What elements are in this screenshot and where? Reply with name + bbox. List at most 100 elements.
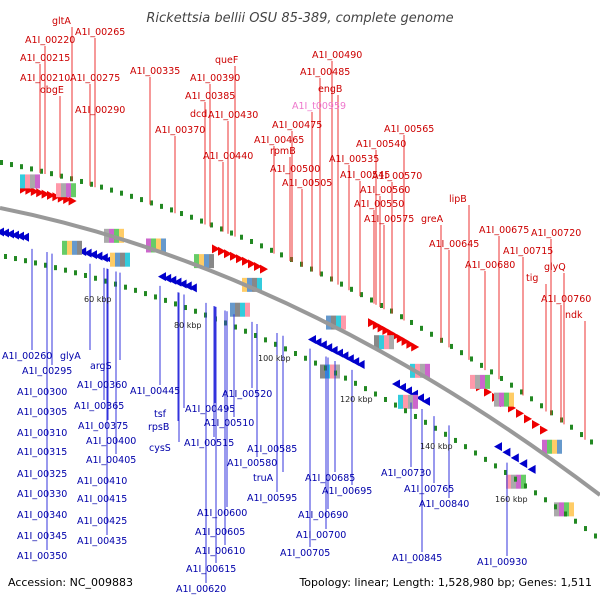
feature-box [506, 474, 511, 489]
tick-mark [434, 425, 437, 431]
gene-label: A1I_00340 [17, 510, 67, 521]
gene-label: cysS [149, 443, 171, 454]
gene-label: A1I_00700 [296, 530, 346, 541]
gene-label: A1I_00310 [17, 428, 67, 439]
tick-mark [90, 181, 93, 187]
tick-mark [450, 343, 453, 349]
gene-label: A1I_00730 [381, 468, 431, 479]
reverse-gene-arrow [329, 345, 338, 355]
gene-label: A1I_00215 [20, 53, 70, 64]
tick-mark [590, 439, 593, 445]
feature-box [257, 277, 262, 292]
tick-mark [340, 281, 343, 287]
reverse-gene-arrow [340, 351, 349, 361]
feature-box [235, 302, 240, 317]
feature-box [559, 502, 564, 517]
gene-label: A1I_00515 [184, 438, 234, 449]
tick-mark [370, 297, 373, 303]
reverse-gene-arrow [313, 337, 322, 347]
gene-label: A1I_00595 [247, 493, 297, 504]
tick-mark [374, 391, 377, 397]
tick-mark [200, 218, 203, 224]
feature-box [403, 394, 408, 409]
reverse-gene-arrow [527, 464, 536, 474]
gene-label: A1I_00760 [541, 294, 591, 305]
tick-mark [530, 396, 533, 402]
feature-box [125, 252, 130, 267]
feature-box [30, 174, 35, 189]
feature-box [204, 254, 209, 269]
tick-mark [414, 413, 417, 419]
tick-mark [110, 187, 113, 193]
tick-mark [454, 437, 457, 443]
forward-gene-arrow [396, 334, 405, 344]
reverse-gene-arrow [89, 250, 97, 260]
tick-mark [264, 337, 267, 343]
gene-label: A1I_t00959 [292, 101, 346, 112]
reverse-gene-arrow [188, 283, 197, 293]
feature-box [398, 394, 403, 409]
forward-gene-arrow [68, 196, 77, 206]
gene-label: A1I_00475 [272, 120, 322, 131]
tick-mark [480, 362, 483, 368]
tick-mark [594, 533, 597, 539]
forward-gene-arrow [411, 342, 420, 352]
gene-label: A1I_00490 [312, 50, 362, 61]
tick-mark [344, 375, 347, 381]
feature-box [413, 394, 418, 409]
feature-box [320, 364, 325, 379]
feature-box [66, 183, 71, 198]
feature-box [408, 394, 413, 409]
feature-box [120, 252, 125, 267]
feature-box [511, 474, 516, 489]
tick-mark [74, 270, 77, 276]
feature-box [115, 252, 120, 267]
tick-mark [50, 171, 53, 177]
reverse-gene-arrow [83, 248, 92, 258]
forward-gene-arrow [242, 256, 250, 266]
tick-mark [44, 262, 47, 268]
tick-mark [54, 265, 57, 271]
tick-mark [180, 211, 183, 217]
tick-mark [364, 386, 367, 392]
feature-box [230, 302, 235, 317]
gene-label: A1I_00570 [372, 171, 422, 182]
gene-label: dcd [190, 109, 207, 120]
gene-label: tsf [154, 409, 167, 420]
gene-label: A1I_00295 [22, 366, 72, 377]
gene-label: A1I_00565 [384, 124, 434, 135]
gene-label: A1I_00305 [17, 407, 67, 418]
tick-mark [304, 355, 307, 361]
gene-label: A1I_00330 [17, 489, 67, 500]
gene-label: A1I_00545 [340, 170, 390, 181]
feature-box [547, 439, 552, 454]
tick-mark [220, 226, 223, 232]
feature-box [389, 335, 394, 350]
gene-label: rpsB [148, 422, 169, 433]
gene-label: A1I_00560 [360, 185, 410, 196]
tick-mark [250, 238, 253, 244]
forward-gene-arrow [368, 318, 376, 328]
gene-label: truA [253, 473, 274, 484]
tick-mark [460, 350, 463, 356]
feature-box [425, 363, 430, 378]
tick-mark [40, 168, 43, 174]
tick-mark [360, 292, 363, 298]
gene-label: A1I_00720 [531, 228, 581, 239]
gene-label: A1I_00685 [305, 473, 355, 484]
tick-mark [170, 207, 173, 213]
tick-mark [430, 331, 433, 337]
tick-mark [504, 469, 507, 475]
reverse-gene-arrow [308, 335, 316, 345]
reverse-gene-arrow [94, 251, 103, 261]
feature-box [119, 228, 124, 243]
gene-label: A1I_00365 [74, 401, 124, 412]
tick-mark [244, 328, 247, 334]
feature-box [542, 439, 547, 454]
feature-box [61, 183, 66, 198]
feature-box [516, 474, 521, 489]
gene-label: A1I_00675 [479, 225, 529, 236]
gene-label: A1I_00300 [17, 387, 67, 398]
feature-box [521, 474, 526, 489]
reverse-gene-arrow [318, 340, 327, 350]
